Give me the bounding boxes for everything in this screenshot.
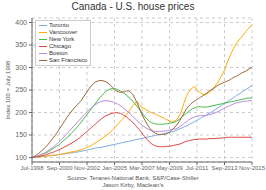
html-text:Toronto: Toronto: [49, 22, 69, 28]
svg-text:Jan-2005: Jan-2005: [102, 165, 128, 171]
svg-text:Index 100 = July 1998: Index 100 = July 1998: [8, 60, 11, 120]
svg-text:350: 350: [15, 41, 27, 48]
html-text:Canada - U.S. house prices: Canada - U.S. house prices: [71, 1, 195, 12]
svg-text:150: 150: [15, 131, 27, 138]
svg-text:300: 300: [15, 64, 27, 71]
html-text:Source: Teranet-National Bank,: Source: Teranet-National Bank, S&P/Case-…: [67, 175, 199, 188]
svg-text:Mar-2007: Mar-2007: [129, 165, 155, 171]
svg-text:200: 200: [15, 109, 27, 116]
svg-text:Sep-2013: Sep-2013: [211, 165, 238, 171]
svg-text:Nov-2002: Nov-2002: [74, 165, 101, 171]
svg-text:Nov-2015: Nov-2015: [239, 165, 258, 171]
svg-text:400: 400: [15, 19, 27, 26]
html-text:San Francisco: San Francisco: [49, 57, 88, 63]
svg-text:Jul-2011: Jul-2011: [186, 165, 209, 171]
html-text:Boston: Boston: [49, 50, 68, 56]
svg-text:100: 100: [15, 154, 27, 161]
html-text:New York: New York: [49, 36, 75, 42]
svg-text:Sep-2000: Sep-2000: [46, 165, 73, 171]
html-text:Chicago: Chicago: [49, 43, 71, 49]
svg-text:May-2009: May-2009: [156, 165, 183, 171]
svg-text:250: 250: [15, 86, 27, 93]
html-text:Vancouver: Vancouver: [49, 29, 78, 35]
svg-text:Jul-1998: Jul-1998: [20, 165, 44, 171]
